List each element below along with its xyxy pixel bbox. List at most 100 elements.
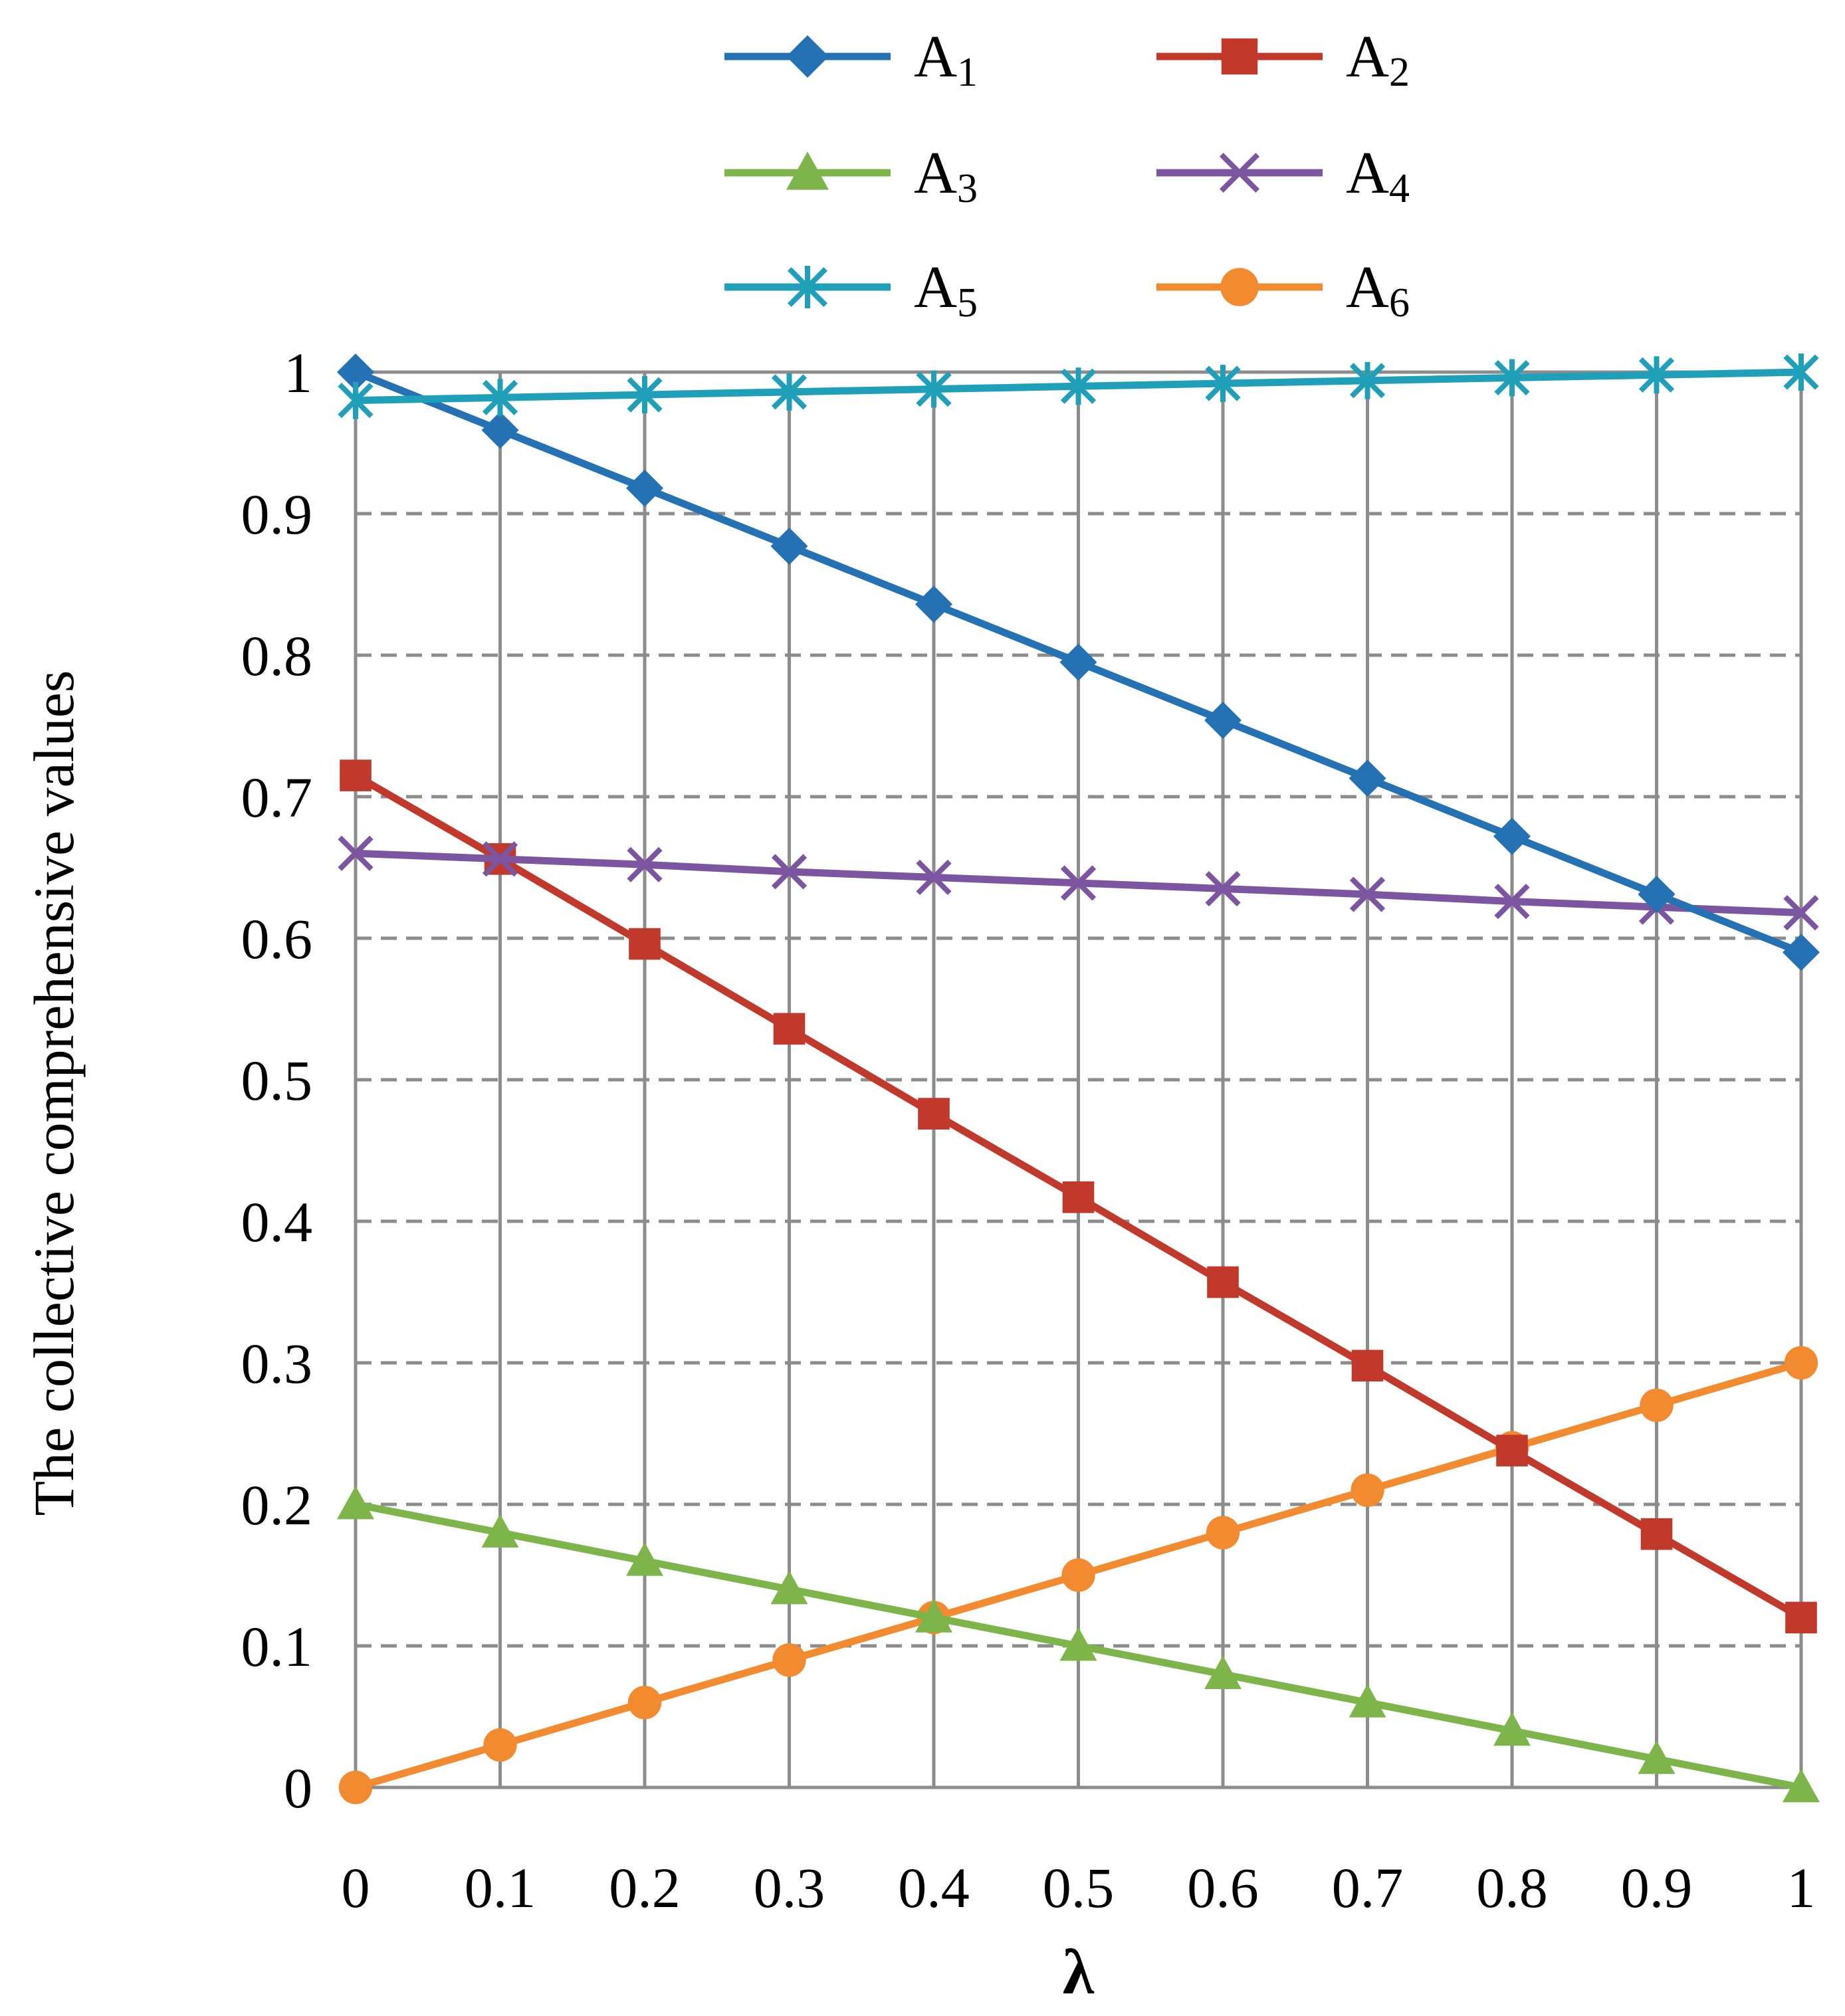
axes: 0 0.1 0.2 0.3 0.4 0.5 0.6 0.7 0.8 0.9 1 0 0.1 0.2 0.3 0…: [241, 341, 1816, 1920]
x-tick-label: 0.8: [1476, 1856, 1548, 1920]
x-marker: [916, 859, 952, 896]
diamond-marker: [1638, 875, 1676, 913]
series-a2: [340, 759, 1817, 1634]
x-tick-label: 0.2: [609, 1856, 681, 1920]
y-tick-label: 1: [284, 341, 312, 405]
legend: A1 A2 A3 A4 A5 A6: [724, 24, 1410, 326]
grid: [354, 370, 1803, 1789]
asterisk-marker: [627, 376, 663, 414]
square-marker: [1207, 1266, 1239, 1298]
y-tick-label: 0: [284, 1756, 312, 1820]
square-marker: [1221, 38, 1258, 75]
triangle-marker: [337, 1486, 374, 1520]
x-marker: [1349, 876, 1386, 912]
legend-label: A5: [914, 254, 978, 326]
asterisk-marker: [338, 381, 374, 419]
square-marker: [1785, 1601, 1817, 1634]
circle-marker: [1061, 1558, 1095, 1592]
y-tick-label: 0.2: [241, 1473, 313, 1537]
triangle-marker: [770, 1570, 808, 1605]
series-a4: [338, 835, 1819, 931]
x-marker: [482, 841, 518, 877]
circle-marker: [1206, 1516, 1240, 1550]
triangle-marker: [1638, 1740, 1676, 1774]
triangle-marker: [481, 1514, 519, 1548]
circle-marker: [1640, 1388, 1674, 1423]
asterisk-marker: [1638, 356, 1675, 394]
legend-label: A6: [1346, 254, 1410, 326]
x-tick-label: 0.7: [1332, 1856, 1404, 1920]
circle-marker: [1351, 1473, 1384, 1507]
square-marker: [773, 1013, 806, 1045]
legend-item-a1: A1: [724, 24, 978, 95]
square-marker: [1062, 1181, 1095, 1213]
diamond-marker: [1349, 759, 1386, 797]
legend-item-a5: A5: [724, 254, 978, 326]
y-tick-label: 0.6: [241, 907, 313, 971]
triangle-marker: [626, 1542, 663, 1576]
asterisk-marker: [1060, 367, 1097, 405]
x-tick-label: 0.6: [1187, 1856, 1259, 1920]
x-tick-label: 1: [1787, 1856, 1816, 1920]
y-axis-title: The collective comprehensive values: [22, 670, 86, 1516]
x-tick-label: 0.4: [898, 1856, 970, 1920]
x-tick-label: 0.9: [1621, 1856, 1693, 1920]
asterisk-marker: [787, 266, 828, 308]
diamond-marker: [1059, 643, 1097, 681]
triangle-marker: [1059, 1627, 1097, 1661]
triangle-marker: [1349, 1684, 1386, 1718]
square-marker: [1496, 1435, 1528, 1466]
triangle-marker: [1204, 1655, 1242, 1689]
asterisk-marker: [1349, 361, 1386, 399]
x-marker: [1494, 883, 1530, 920]
diamond-marker: [1493, 817, 1531, 855]
triangle-marker: [1783, 1769, 1820, 1803]
diamond-marker: [915, 585, 952, 623]
series-a6: [338, 1346, 1818, 1805]
x-tick-label: 0.5: [1043, 1856, 1115, 1920]
series-a1: [337, 353, 1820, 971]
asterisk-marker: [771, 373, 808, 411]
circle-marker: [1220, 268, 1259, 306]
square-marker: [629, 928, 661, 960]
x-marker: [338, 835, 374, 871]
square-marker: [1640, 1518, 1673, 1550]
y-tick-label: 0.5: [241, 1049, 313, 1112]
asterisk-marker: [1494, 359, 1530, 397]
legend-label: A4: [1346, 140, 1410, 211]
x-marker: [627, 847, 663, 882]
square-marker: [340, 759, 372, 791]
circle-marker: [772, 1643, 806, 1677]
x-tick-label: 0.1: [465, 1856, 536, 1920]
legend-item-a2: A2: [1156, 24, 1410, 95]
square-marker: [1351, 1350, 1384, 1382]
circle-marker: [627, 1686, 662, 1720]
legend-item-a3: A3: [724, 140, 978, 211]
asterisk-marker: [1205, 365, 1241, 403]
asterisk-marker: [482, 379, 518, 417]
x-marker: [771, 854, 808, 890]
x-axis-title: λ: [1063, 1936, 1095, 2007]
legend-label: A2: [1346, 24, 1410, 95]
series-a3: [337, 1486, 1820, 1803]
y-tick-label: 0.4: [241, 1190, 313, 1254]
diamond-marker: [786, 35, 829, 78]
diamond-marker: [481, 411, 519, 449]
x-tick-label: 0.3: [754, 1856, 825, 1920]
legend-label: A1: [914, 24, 978, 95]
y-tick-label: 0.7: [241, 765, 313, 829]
asterisk-marker: [1783, 353, 1819, 391]
square-marker: [918, 1098, 950, 1130]
asterisk-marker: [916, 370, 952, 408]
diamond-marker: [1204, 701, 1242, 739]
diamond-marker: [337, 353, 374, 391]
legend-item-a4: A4: [1156, 140, 1410, 211]
x-marker: [1205, 870, 1241, 907]
y-tick-label: 0.8: [241, 624, 313, 688]
diamond-marker: [626, 469, 663, 507]
series-a5: [338, 353, 1819, 419]
triangle-marker: [1493, 1712, 1531, 1746]
triangle-marker: [915, 1599, 952, 1633]
